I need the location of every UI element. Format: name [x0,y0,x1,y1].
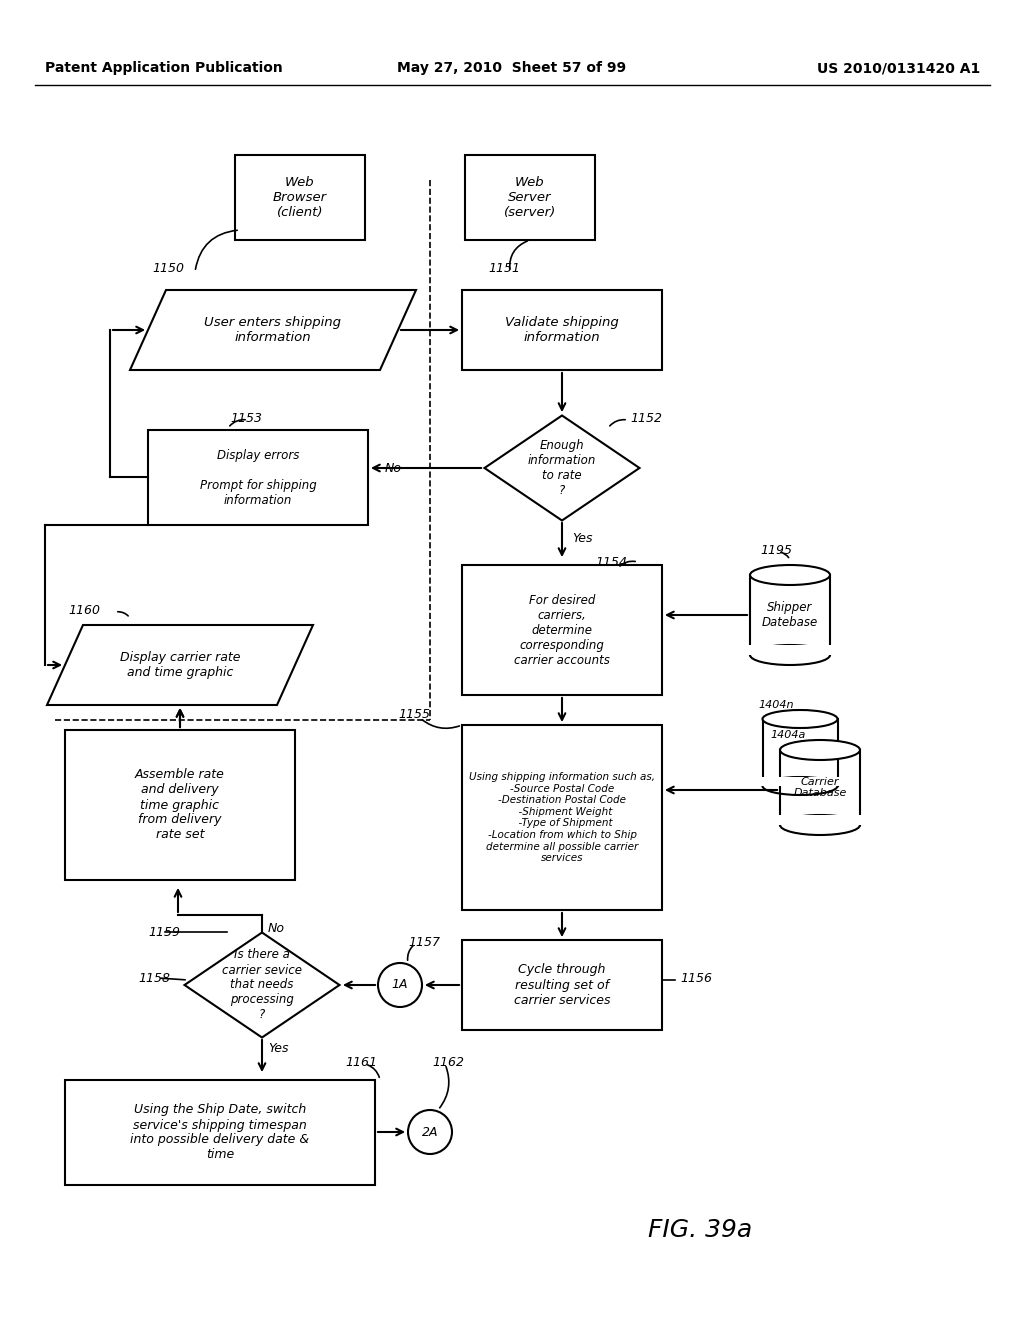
Text: Yes: Yes [268,1041,289,1055]
Polygon shape [47,624,313,705]
Circle shape [408,1110,452,1154]
FancyBboxPatch shape [761,777,840,785]
Ellipse shape [750,565,830,585]
FancyBboxPatch shape [234,154,365,240]
Text: Carrier
Database: Carrier Database [794,776,847,799]
Ellipse shape [763,777,838,795]
FancyBboxPatch shape [750,576,830,655]
Ellipse shape [780,814,860,836]
FancyBboxPatch shape [462,940,662,1030]
Text: 1404a: 1404a [770,730,805,741]
Text: 2A: 2A [422,1126,438,1138]
Text: 1155: 1155 [398,709,430,722]
Polygon shape [484,416,640,520]
Text: Is there a
carrier sevice
that needs
processing
?: Is there a carrier sevice that needs pro… [222,949,302,1022]
Text: For desired
carriers,
determine
corresponding
carrier accounts: For desired carriers, determine correspo… [514,594,610,667]
FancyBboxPatch shape [65,1080,375,1185]
Text: FIG. 39a: FIG. 39a [648,1218,752,1242]
Text: Display carrier rate
and time graphic: Display carrier rate and time graphic [120,651,241,678]
Text: Assemble rate
and delivery
time graphic
from delivery
rate set: Assemble rate and delivery time graphic … [135,768,225,842]
Ellipse shape [750,645,830,665]
FancyBboxPatch shape [778,814,862,825]
Text: No: No [385,462,402,474]
Text: 1151: 1151 [488,261,520,275]
Text: Patent Application Publication: Patent Application Publication [45,61,283,75]
Text: Validate shipping
information: Validate shipping information [505,315,618,345]
Text: Cycle through
resulting set of
carrier services: Cycle through resulting set of carrier s… [514,964,610,1006]
FancyBboxPatch shape [65,730,295,880]
FancyBboxPatch shape [748,645,831,655]
Text: Shipper
Datebase: Shipper Datebase [762,601,818,630]
Text: 1152: 1152 [630,412,662,425]
FancyBboxPatch shape [763,719,838,785]
FancyBboxPatch shape [462,725,662,909]
Ellipse shape [763,710,838,729]
Polygon shape [130,290,416,370]
Text: 1160: 1160 [68,603,100,616]
Text: 1157: 1157 [408,936,440,949]
FancyBboxPatch shape [462,565,662,696]
Text: May 27, 2010  Sheet 57 of 99: May 27, 2010 Sheet 57 of 99 [397,61,627,75]
Text: Enough
information
to rate
?: Enough information to rate ? [527,440,596,498]
Text: No: No [268,921,285,935]
Text: 1161: 1161 [345,1056,377,1068]
Text: 1404n: 1404n [758,700,794,710]
Text: 1195: 1195 [760,544,792,557]
FancyBboxPatch shape [462,290,662,370]
Text: Web
Browser
(client): Web Browser (client) [273,176,327,219]
Text: User enters shipping
information: User enters shipping information [205,315,341,345]
FancyBboxPatch shape [465,154,595,240]
Polygon shape [184,932,340,1038]
Text: 1162: 1162 [432,1056,464,1068]
Text: 1150: 1150 [152,261,184,275]
Text: 1156: 1156 [680,972,712,985]
Circle shape [378,964,422,1007]
Text: 1153: 1153 [230,412,262,425]
Ellipse shape [780,741,860,760]
Text: Using the Ship Date, switch
service's shipping timespan
into possible delivery d: Using the Ship Date, switch service's sh… [130,1104,309,1162]
Text: 1154: 1154 [595,556,627,569]
FancyBboxPatch shape [780,750,860,825]
Text: Display errors

Prompt for shipping
information: Display errors Prompt for shipping infor… [200,449,316,507]
Text: Web
Server
(server): Web Server (server) [504,176,556,219]
Text: US 2010/0131420 A1: US 2010/0131420 A1 [817,61,980,75]
Text: 1159: 1159 [148,925,180,939]
FancyBboxPatch shape [148,430,368,525]
Text: Using shipping information such as,
-Source Postal Code
-Destination Postal Code: Using shipping information such as, -Sou… [469,772,655,863]
Text: 1A: 1A [392,978,409,991]
Text: Yes: Yes [572,532,593,544]
Text: 1158: 1158 [138,972,170,985]
